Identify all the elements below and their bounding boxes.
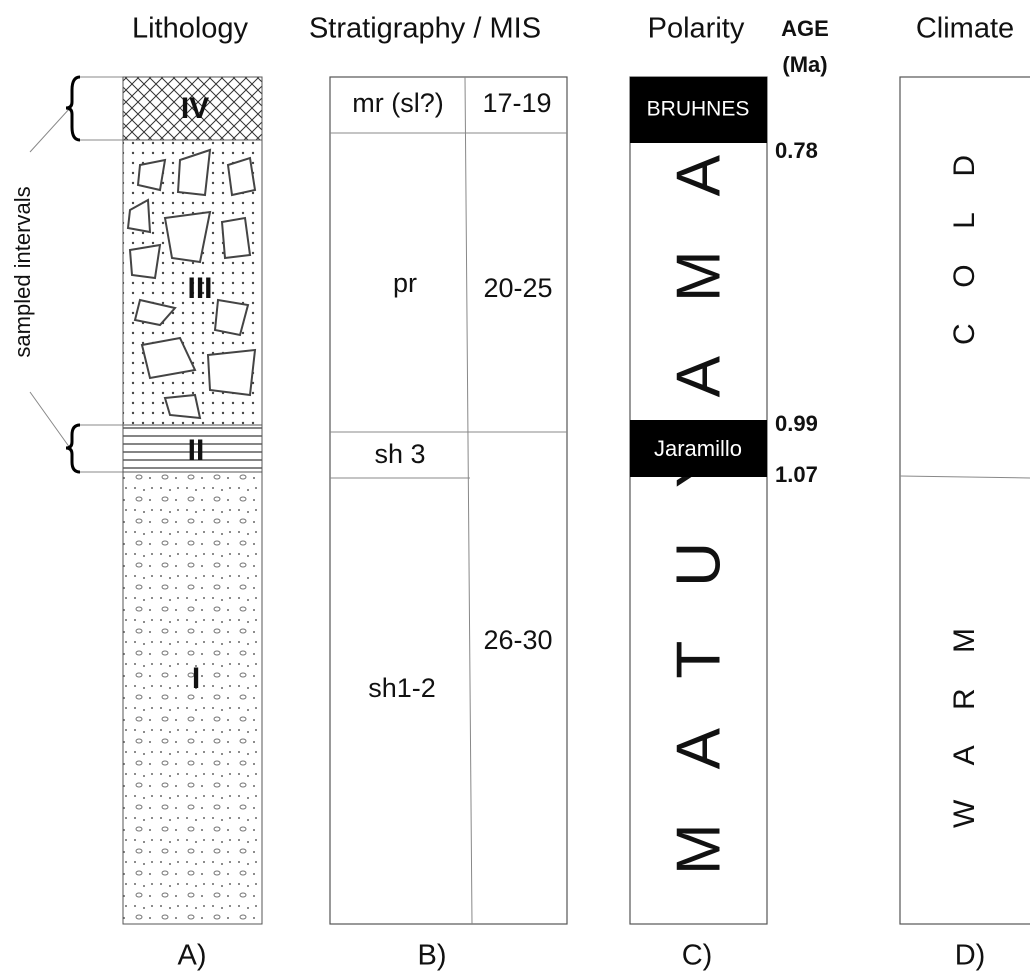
normal-subchron — [630, 420, 767, 477]
unit-label: III — [187, 272, 212, 305]
unit-i — [122, 471, 263, 925]
subchron-label: Jaramillo — [654, 436, 742, 461]
tick-line — [80, 76, 123, 473]
header: Lithology — [132, 13, 249, 45]
breccia-clasts — [126, 148, 257, 420]
normal-chron — [630, 77, 767, 143]
sampled-intervals-label: sampled intervals — [10, 186, 35, 357]
age-label: 0.78 — [775, 138, 818, 163]
age-label: 1.07 — [775, 462, 818, 487]
header: (Ma) — [782, 52, 827, 77]
unit-label: II — [188, 434, 205, 467]
panel-label: B) — [418, 940, 447, 972]
age-label: 0.99 — [775, 411, 818, 436]
header: Stratigraphy / MIS — [309, 13, 541, 45]
unit-iv — [122, 76, 263, 141]
mis-stage: 20-25 — [483, 273, 552, 303]
strat-unit: sh1-2 — [368, 673, 436, 703]
header: Climate — [916, 13, 1014, 45]
mis-stage: 26-30 — [483, 625, 552, 655]
bracket — [65, 423, 81, 474]
header: Polarity — [648, 13, 745, 45]
chron-label: BRUHNES — [647, 98, 750, 121]
bracket — [65, 75, 81, 142]
divider — [899, 475, 1030, 479]
polarity-column — [629, 76, 768, 925]
strat-unit: mr (sl?) — [352, 88, 443, 118]
strat-unit: pr — [393, 268, 417, 298]
strat-unit: sh 3 — [374, 439, 425, 469]
panel-label: D) — [955, 940, 986, 972]
header: AGE — [781, 16, 829, 41]
mis-stage: 17-19 — [482, 88, 551, 118]
unit-label: IV — [181, 92, 209, 125]
leader-line — [29, 107, 71, 449]
panel-label: C) — [682, 940, 713, 972]
unit-label: I — [192, 662, 200, 695]
unit-ii — [122, 424, 263, 473]
divider — [330, 76, 567, 925]
climate-column — [899, 76, 1030, 925]
panel-label: A) — [178, 940, 207, 972]
stratigraphy-column — [329, 76, 568, 925]
